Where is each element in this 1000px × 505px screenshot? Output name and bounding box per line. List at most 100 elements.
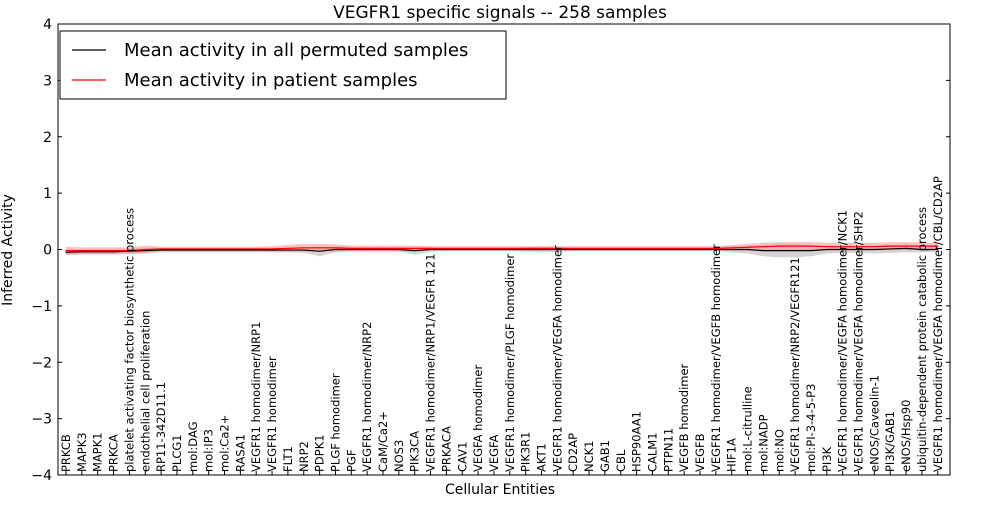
x-category-label: NCK1 <box>582 441 596 473</box>
chart-title: VEGFR1 specific signals -- 258 samples <box>333 3 667 23</box>
permuted-point <box>414 250 416 252</box>
permuted-point <box>889 248 891 250</box>
permuted-point <box>778 250 780 252</box>
permuted-point <box>366 248 368 251</box>
x-category-label: NOS3 <box>392 440 406 472</box>
x-category-label: GAB1 <box>598 440 612 472</box>
permuted-point <box>319 250 321 252</box>
patient-point <box>762 246 765 248</box>
permuted-point <box>873 248 875 251</box>
patient-point <box>65 250 67 252</box>
patient-point <box>667 247 669 249</box>
patient-point <box>810 245 812 247</box>
permuted-point <box>731 248 733 251</box>
patient-point <box>461 247 463 249</box>
permuted-point <box>572 248 574 251</box>
patient-point <box>857 246 860 248</box>
patient-point <box>778 245 780 247</box>
y-tick-label: 2 <box>43 130 52 146</box>
x-category-label: PLCG1 <box>170 434 184 472</box>
patient-point <box>192 248 194 250</box>
y-tick-label: 1 <box>43 186 52 202</box>
permuted-point <box>905 247 907 249</box>
patient-point <box>81 250 83 252</box>
patient-point <box>715 247 717 249</box>
legend-label-patient: Mean activity in patient samples <box>124 70 418 91</box>
x-category-label: mol:IP3 <box>202 429 216 472</box>
x-category-label: VEGFR1 homodimer/VEGFA homodimer/CBL/CD2… <box>931 176 945 472</box>
x-category-label: VEGFR1 homodimer/VEGFA homodimer/SHP2 <box>852 211 866 472</box>
x-category-label: CBL <box>614 449 628 472</box>
permuted-point <box>144 250 146 252</box>
x-category-label: mol:L-citrulline <box>741 386 755 472</box>
patient-point <box>937 245 939 247</box>
x-category-label: PDPK1 <box>313 434 327 472</box>
permuted-point <box>746 248 749 251</box>
x-category-label: CALM1 <box>645 432 659 472</box>
x-category-label: VEGFA homodimer <box>471 365 485 472</box>
patient-point <box>604 247 606 249</box>
x-category-label: mol:NO <box>772 429 786 472</box>
patient-point <box>223 248 226 250</box>
x-category-label: eNOS/Hsp90 <box>899 400 913 472</box>
x-category-label: VEGFB homodimer <box>677 363 691 472</box>
x-category-label: RASA1 <box>233 434 247 472</box>
patient-point <box>731 247 733 249</box>
x-category-label: HIF1A <box>725 438 739 472</box>
permuted-point <box>509 248 511 251</box>
patient-point <box>683 247 685 249</box>
patient-point <box>319 247 321 249</box>
permuted-point <box>287 249 289 251</box>
x-axis: PRKCB MAPK3 MAPK1 PRKCA platelet activating … <box>59 176 945 475</box>
permuted-point <box>461 248 463 251</box>
permuted-point <box>81 251 83 253</box>
permuted-mean-line <box>65 247 938 253</box>
permuted-point <box>921 248 923 251</box>
patient-point <box>350 247 352 249</box>
x-category-label: ubiquitin-dependent protein catabolic pr… <box>915 207 929 472</box>
x-category-label: VEGFR1 homodimer/VEGFB homodimer <box>709 244 723 472</box>
permuted-point <box>651 248 654 251</box>
permuted-point <box>65 251 67 253</box>
patient-point <box>588 247 590 249</box>
permuted-point <box>556 248 558 251</box>
x-category-label: mol:DAG <box>186 421 200 472</box>
permuted-point <box>810 250 812 252</box>
x-category-label: PLGF homodimer <box>328 373 342 472</box>
patient-point <box>334 247 337 249</box>
patient-point <box>620 247 622 249</box>
permuted-point <box>794 250 796 252</box>
permuted-point <box>683 248 685 251</box>
x-category-label: PIK3R1 <box>519 432 533 473</box>
patient-point <box>873 246 875 248</box>
patient-mean-line <box>66 245 938 252</box>
x-category-label: PRKACA <box>439 426 453 472</box>
x-category-label: platelet activating factor biosynthetic … <box>122 208 136 472</box>
x-category-label: VEGFR1 homodimer <box>265 356 279 472</box>
patient-point <box>112 250 115 252</box>
patient-point <box>382 247 384 249</box>
x-category-label: MAPK3 <box>75 432 89 472</box>
x-category-label: PI3K <box>820 446 834 472</box>
patient-point <box>414 247 416 249</box>
permuted-point <box>762 250 765 252</box>
patient-point <box>905 245 907 247</box>
x-category-label: VEGFA <box>487 434 501 472</box>
y-tick-label: −3 <box>31 412 52 428</box>
x-category-label: RP11-342D11.1 <box>154 382 168 472</box>
permuted-point <box>382 248 384 251</box>
permuted-point <box>699 248 701 251</box>
x-category-label: PTPN11 <box>661 428 675 472</box>
permuted-point <box>604 248 606 251</box>
permuted-point <box>525 248 527 251</box>
patient-point <box>429 247 432 249</box>
permuted-point <box>271 249 273 251</box>
patient-point <box>842 246 844 248</box>
x-category-label: endothelial cell proliferation <box>138 311 152 472</box>
permuted-point <box>477 248 479 251</box>
patient-point <box>556 247 558 249</box>
x-category-label: CaM/Ca2+ <box>376 411 390 472</box>
patient-point <box>477 247 479 249</box>
